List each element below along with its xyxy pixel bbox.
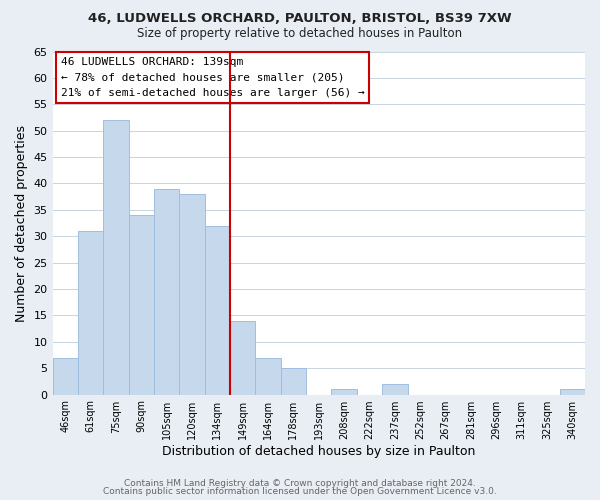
Text: Contains public sector information licensed under the Open Government Licence v3: Contains public sector information licen… [103, 487, 497, 496]
Bar [179, 194, 205, 394]
Bar [78, 231, 103, 394]
Bar [128, 215, 154, 394]
Bar [256, 358, 281, 395]
Bar [560, 390, 585, 394]
Bar [230, 320, 256, 394]
Bar [53, 358, 78, 395]
Bar [205, 226, 230, 394]
Bar [382, 384, 407, 394]
Bar [331, 390, 357, 394]
Text: Contains HM Land Registry data © Crown copyright and database right 2024.: Contains HM Land Registry data © Crown c… [124, 478, 476, 488]
Text: Size of property relative to detached houses in Paulton: Size of property relative to detached ho… [137, 28, 463, 40]
Text: 46, LUDWELLS ORCHARD, PAULTON, BRISTOL, BS39 7XW: 46, LUDWELLS ORCHARD, PAULTON, BRISTOL, … [88, 12, 512, 26]
X-axis label: Distribution of detached houses by size in Paulton: Distribution of detached houses by size … [162, 444, 475, 458]
Y-axis label: Number of detached properties: Number of detached properties [15, 124, 28, 322]
Bar [103, 120, 128, 394]
Bar [154, 188, 179, 394]
Text: 46 LUDWELLS ORCHARD: 139sqm
← 78% of detached houses are smaller (205)
21% of se: 46 LUDWELLS ORCHARD: 139sqm ← 78% of det… [61, 56, 364, 98]
Bar [281, 368, 306, 394]
